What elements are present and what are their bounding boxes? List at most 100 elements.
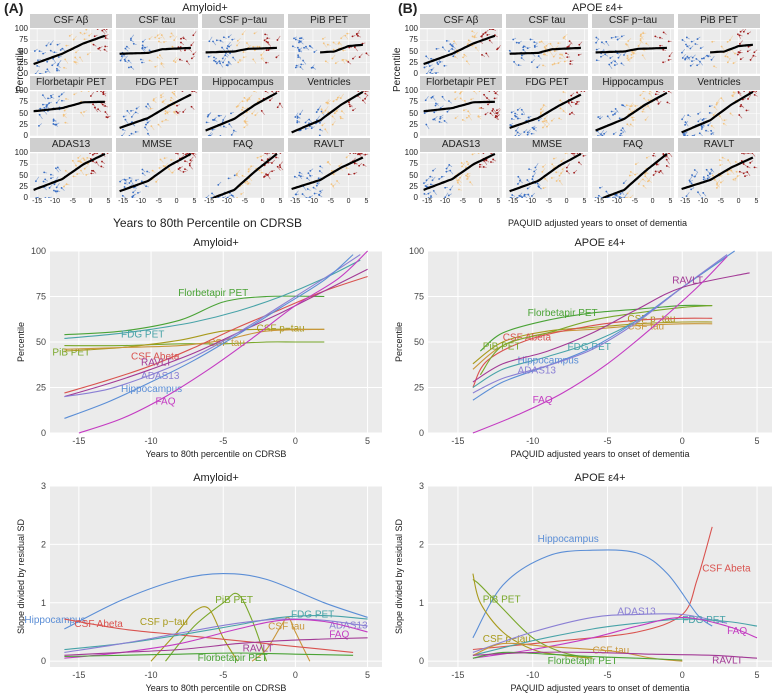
facet-point (242, 51, 245, 53)
facet-point (752, 54, 755, 57)
facet-x-tick-label: -10 (307, 198, 319, 205)
facet-point (722, 122, 725, 125)
facet-fit-line (509, 93, 582, 129)
facet-point (219, 62, 222, 65)
facet-panel (202, 29, 284, 74)
facet-plot (506, 29, 588, 74)
x-axis-label: PAQUID adjusted years to onset of dement… (511, 449, 690, 459)
facet-point (526, 133, 529, 136)
facet-point (595, 59, 598, 62)
series-line-florbetapir-pet (472, 651, 683, 661)
facet-point (130, 37, 132, 40)
facet-point (93, 35, 96, 38)
facet-point (648, 92, 651, 95)
facet-point (545, 44, 548, 47)
right-facet-mmse: MMSE (506, 138, 588, 198)
facet-point (360, 153, 363, 154)
facet-point (296, 120, 299, 122)
right-facet-csf-p-tau: CSF p−tau (592, 14, 674, 74)
facet-panel (420, 29, 502, 74)
facet-point (534, 166, 537, 169)
facet-point (215, 39, 218, 42)
facet-point (130, 180, 132, 182)
facet-point (425, 55, 428, 58)
left-facet-faq: FAQ (202, 138, 284, 198)
facet-point (65, 98, 67, 100)
series-label-pib-pet: PiB PET (483, 595, 521, 606)
facet-fit-line (205, 46, 277, 54)
facet-point (690, 40, 693, 43)
facet-point (299, 113, 302, 116)
facet-point (247, 182, 250, 185)
facet-point (353, 162, 356, 165)
facet-point (149, 107, 152, 110)
facet-y-tick-label: 75 (409, 35, 418, 45)
facet-point (337, 42, 340, 45)
facet-point (208, 40, 211, 43)
facet-point (251, 112, 254, 115)
facet-point (520, 57, 523, 59)
facet-point (481, 53, 483, 56)
right-facet-ventricles: Ventricles (678, 76, 760, 136)
facet-point (76, 173, 79, 175)
facet-point (170, 96, 173, 99)
facet-point (190, 57, 193, 60)
facet-point (180, 41, 182, 44)
facet-plot (202, 91, 284, 136)
facet-point (697, 191, 699, 194)
facet-point (430, 57, 432, 60)
facet-point (91, 153, 94, 156)
facet-point (691, 135, 694, 136)
facet-point (439, 61, 442, 63)
facet-point (496, 115, 498, 118)
facet-point (279, 166, 282, 168)
facet-point (558, 174, 561, 177)
facet-point (701, 57, 703, 60)
facet-panel (506, 91, 588, 136)
facet-point (101, 29, 104, 32)
facet-point (357, 34, 359, 37)
facet-strip-title: CSF Aβ (30, 14, 112, 28)
facet-point (710, 133, 713, 135)
facet-point (610, 37, 613, 39)
series-line-csf-abeta (472, 317, 713, 388)
facet-x-tick-label: -10 (611, 198, 623, 205)
facet-point (645, 156, 648, 159)
facet-point (241, 33, 244, 36)
facet-point (256, 156, 259, 159)
facet-point (637, 45, 640, 47)
facet-point (157, 123, 160, 126)
series-label-florbetapir-pet: Florbetapir PET (528, 308, 598, 319)
facet-point (441, 95, 444, 98)
facet-point (685, 36, 688, 39)
facet-point (258, 97, 261, 100)
facet-point (558, 117, 561, 120)
facet-point (73, 93, 76, 96)
facet-point (701, 119, 704, 121)
facet-point (697, 113, 699, 115)
facet-point (552, 157, 555, 160)
facet-point (621, 127, 624, 130)
facet-point (292, 197, 294, 198)
facet-point (737, 91, 740, 94)
facet-point (294, 116, 297, 118)
facet-point (300, 63, 303, 66)
facet-point (145, 105, 148, 108)
facet-x-tick-label: -15 (508, 198, 519, 205)
facet-point (124, 182, 126, 185)
facet-point (77, 157, 80, 159)
facet-y-tick-label: 0 (23, 193, 28, 202)
facet-point (362, 163, 365, 166)
facet-x-tick-label: -10 (221, 198, 233, 205)
facet-point (527, 116, 530, 119)
facet-x-tick-label: 5 (496, 198, 501, 205)
facet-point (219, 135, 222, 136)
facet-point (46, 68, 49, 71)
right-facet-csf-a: CSF Aβ (420, 14, 502, 74)
y-tick-label: 1 (419, 598, 424, 608)
facet-point (331, 123, 334, 126)
x-tick-label: -5 (603, 436, 611, 446)
facet-point (634, 105, 637, 107)
facet-point (48, 186, 51, 189)
facet-point (317, 177, 320, 180)
